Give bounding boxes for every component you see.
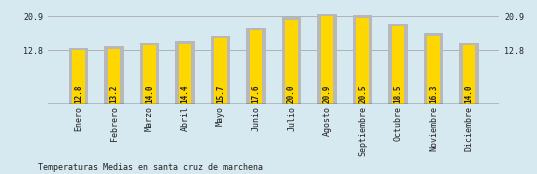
Bar: [285, 20, 298, 104]
Bar: [392, 26, 404, 104]
Text: 20.0: 20.0: [287, 84, 296, 103]
Text: 14.0: 14.0: [145, 84, 154, 103]
Bar: [214, 38, 227, 104]
Text: 12.8: 12.8: [74, 84, 83, 103]
Bar: [69, 48, 89, 104]
Bar: [143, 45, 156, 104]
Bar: [459, 43, 479, 104]
Bar: [357, 18, 369, 104]
Text: 20.5: 20.5: [358, 84, 367, 103]
Bar: [250, 30, 263, 104]
Bar: [282, 17, 301, 104]
Bar: [353, 15, 372, 104]
Text: 14.0: 14.0: [465, 84, 474, 103]
Text: 13.2: 13.2: [110, 84, 119, 103]
Bar: [317, 14, 337, 104]
Bar: [388, 24, 408, 104]
Text: 20.9: 20.9: [323, 84, 332, 103]
Bar: [104, 46, 124, 104]
Text: 15.7: 15.7: [216, 84, 225, 103]
Bar: [179, 44, 191, 104]
Text: 14.4: 14.4: [180, 84, 190, 103]
Bar: [246, 28, 266, 104]
Bar: [72, 50, 85, 104]
Text: 18.5: 18.5: [394, 84, 403, 103]
Bar: [427, 36, 440, 104]
Text: 16.3: 16.3: [429, 84, 438, 103]
Bar: [211, 36, 230, 104]
Text: 17.6: 17.6: [252, 84, 260, 103]
Text: Temperaturas Medias en santa cruz de marchena: Temperaturas Medias en santa cruz de mar…: [38, 163, 263, 172]
Bar: [140, 43, 159, 104]
Bar: [321, 16, 333, 104]
Bar: [108, 49, 120, 104]
Bar: [424, 33, 444, 104]
Bar: [463, 45, 475, 104]
Bar: [176, 41, 195, 104]
